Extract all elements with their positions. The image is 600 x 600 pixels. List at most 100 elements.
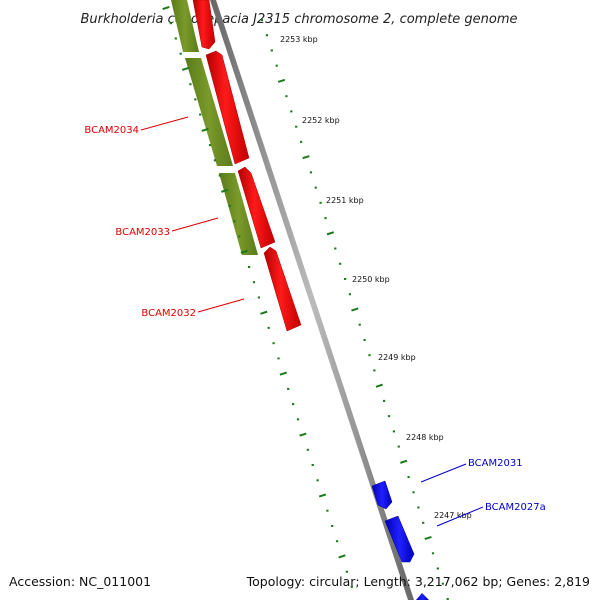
major-tick	[299, 432, 307, 437]
gene-label-BCAM2031: BCAM2031	[468, 458, 523, 469]
minor-tick	[311, 464, 314, 466]
inner-tick-track	[162, 5, 353, 588]
minor-tick	[331, 525, 334, 527]
major-tick	[260, 310, 268, 315]
minor-tick	[260, 19, 264, 21]
major-tick	[302, 155, 310, 160]
gene-arrow-partial	[416, 593, 429, 600]
kbp-label: 2252 kbp	[302, 116, 340, 125]
major-tick	[181, 66, 190, 71]
minor-tick	[208, 144, 212, 147]
minor-tick	[348, 293, 351, 296]
minor-tick	[368, 354, 371, 357]
minor-tick	[431, 552, 435, 555]
minor-tick	[397, 445, 400, 448]
minor-tick	[257, 296, 260, 299]
minor-tick	[344, 278, 347, 280]
minor-tick	[373, 369, 376, 372]
gene-arrow-BCAM2032	[263, 246, 302, 332]
major-tick	[162, 5, 170, 11]
minor-tick	[446, 598, 449, 600]
minor-tick	[189, 83, 192, 86]
kbp-label: 2248 kbp	[406, 433, 444, 442]
backbone-ring	[210, 0, 414, 600]
leader-line	[420, 463, 467, 483]
gene-label-BCAM2032: BCAM2032	[141, 308, 196, 319]
minor-tick	[326, 509, 329, 512]
forward-strand-genes	[192, 0, 302, 332]
minor-tick	[336, 540, 339, 543]
minor-tick	[300, 140, 303, 143]
cds-segment	[219, 173, 258, 255]
kbp-label: 2247 kbp	[434, 511, 472, 520]
minor-tick	[436, 567, 439, 570]
major-tick	[240, 249, 248, 254]
minor-tick	[265, 34, 268, 37]
scale-labels: 2253 kbp 2252 kbp 2251 kbp 2250 kbp 2249…	[280, 35, 472, 520]
minor-tick	[179, 52, 182, 55]
minor-tick	[422, 521, 425, 524]
leader-line	[197, 298, 245, 313]
minor-tick	[199, 113, 202, 116]
leader-line	[171, 217, 219, 232]
minor-tick	[292, 403, 295, 406]
kbp-label: 2251 kbp	[326, 196, 364, 205]
major-tick	[338, 554, 346, 559]
minor-tick	[309, 171, 312, 174]
major-tick	[400, 459, 408, 464]
minor-tick	[285, 95, 288, 98]
reverse-strand-genes	[371, 480, 429, 600]
cds-track	[171, 0, 258, 255]
minor-tick	[358, 323, 361, 326]
gene-arrow-BCAM2031	[371, 480, 393, 510]
minor-tick	[295, 125, 298, 128]
minor-tick	[324, 217, 327, 220]
minor-tick	[345, 570, 348, 573]
minor-tick	[363, 339, 366, 341]
leader-line	[140, 116, 189, 131]
kbp-label: 2249 kbp	[378, 353, 416, 362]
minor-tick	[238, 235, 241, 238]
minor-tick	[277, 357, 280, 360]
gene-arrow-BCAM2035	[192, 0, 216, 50]
minor-tick	[339, 262, 342, 265]
minor-tick	[267, 326, 270, 329]
cds-segment	[185, 58, 233, 166]
cds-segment	[171, 0, 199, 52]
minor-tick	[392, 430, 395, 433]
minor-tick	[334, 247, 337, 250]
major-tick	[201, 127, 209, 132]
gene-label-BCAM2027a: BCAM2027a	[485, 502, 546, 513]
accession-text: Accession: NC_011001	[9, 574, 151, 589]
minor-tick	[417, 506, 420, 509]
minor-tick	[270, 49, 273, 52]
map-title: Burkholderia cenocepacia J2315 chromosom…	[80, 12, 517, 27]
minor-tick	[233, 220, 236, 223]
major-tick	[375, 383, 383, 388]
gene-arrow-BCAM2027a	[384, 515, 415, 563]
minor-tick	[306, 448, 309, 451]
gene-arrow-BCAM2033	[237, 166, 276, 249]
genome-summary-text: Topology: circular; Length: 3,217,062 bp…	[246, 574, 590, 589]
major-tick	[221, 188, 229, 193]
minor-tick	[272, 342, 275, 345]
minor-tick	[387, 415, 391, 418]
minor-tick	[228, 205, 231, 207]
major-tick	[277, 78, 286, 83]
minor-tick	[290, 110, 293, 113]
major-tick	[351, 307, 359, 312]
minor-tick	[174, 37, 177, 40]
leader-line	[436, 506, 484, 527]
minor-tick	[383, 399, 386, 402]
gene-arrow-BCAM2034	[205, 50, 250, 165]
major-tick	[279, 371, 287, 376]
outer-tick-track	[260, 19, 449, 600]
gene-label-BCAM2033: BCAM2033	[115, 227, 170, 238]
minor-tick	[319, 201, 322, 204]
minor-tick	[407, 476, 410, 479]
backbone-line	[210, 0, 414, 600]
minor-tick	[252, 281, 256, 284]
minor-tick	[194, 98, 197, 101]
minor-tick	[218, 174, 221, 177]
